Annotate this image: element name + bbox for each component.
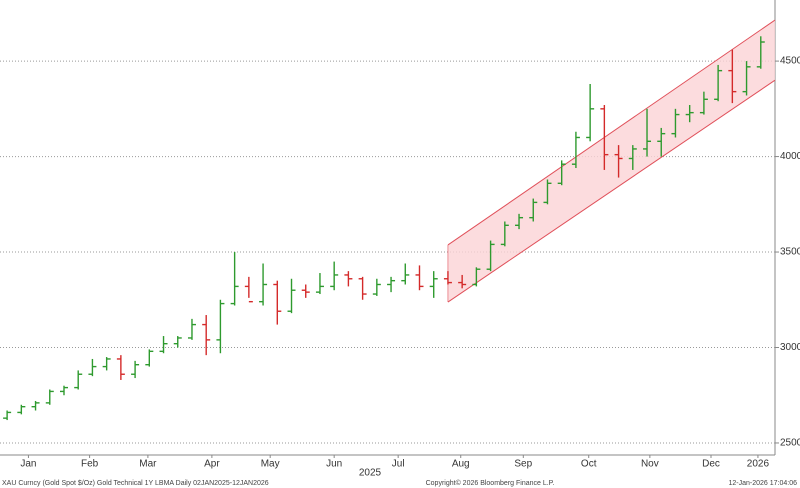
- channel-lower: [447, 79, 776, 303]
- x-tick-label: 2026: [747, 459, 770, 470]
- x-tick-label: Feb: [81, 459, 99, 470]
- x-tick-label: Dec: [702, 459, 720, 470]
- y-tick-label: 3500: [780, 247, 800, 258]
- x-tick-label: Jan: [20, 459, 36, 470]
- year-label: 2025: [359, 468, 382, 479]
- x-tick-label: May: [261, 459, 280, 470]
- x-tick-label: Nov: [641, 459, 659, 470]
- trend-channel: [447, 20, 775, 303]
- x-tick-label: Aug: [452, 459, 470, 470]
- x-tick-label: Oct: [581, 459, 597, 470]
- y-tick-label: 3000: [780, 342, 800, 353]
- x-tick-label: Jun: [326, 459, 342, 470]
- y-tick-label: 2500: [780, 438, 800, 449]
- x-tick-label: Sep: [514, 459, 532, 470]
- y-tick-label: 4000: [780, 151, 800, 162]
- y-tick-label: 4500: [780, 56, 800, 67]
- footer-right: 12-Jan-2026 17:04:06: [729, 480, 798, 487]
- channel-upper: [447, 19, 776, 246]
- x-tick-label: Jul: [392, 459, 405, 470]
- x-tick-label: Mar: [139, 459, 157, 470]
- footer-left: XAU Curncy (Gold Spot $/Oz) Gold Technic…: [2, 480, 269, 487]
- x-tick-label: Apr: [204, 459, 220, 470]
- footer-center: Copyright© 2026 Bloomberg Finance L.P.: [426, 479, 555, 487]
